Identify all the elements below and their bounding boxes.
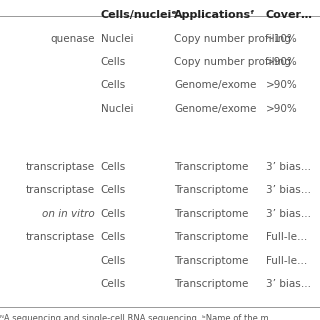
Text: Genome/exome: Genome/exome <box>174 80 257 90</box>
Text: Transcriptome: Transcriptome <box>174 162 249 172</box>
Text: Applicationsᶠ: Applicationsᶠ <box>174 10 256 20</box>
Text: Transcriptome: Transcriptome <box>174 279 249 289</box>
Text: Transcriptome: Transcriptome <box>174 232 249 242</box>
Text: ~10%: ~10% <box>266 34 297 44</box>
Text: Transcriptome: Transcriptome <box>174 185 249 196</box>
Text: Cells: Cells <box>101 232 126 242</box>
Text: >90%: >90% <box>266 80 297 90</box>
Text: >90%: >90% <box>266 104 297 114</box>
Text: transcriptase: transcriptase <box>25 185 94 196</box>
Text: 3’ bias…: 3’ bias… <box>266 279 311 289</box>
Text: Nuclei: Nuclei <box>101 104 133 114</box>
Text: Transcriptome: Transcriptome <box>174 255 249 266</box>
Text: Copy number profiling: Copy number profiling <box>174 57 291 67</box>
Text: Full-le…: Full-le… <box>266 232 307 242</box>
Text: Cells: Cells <box>101 162 126 172</box>
Text: Copy number profiling: Copy number profiling <box>174 34 291 44</box>
Text: Cells: Cells <box>101 185 126 196</box>
Text: transcriptase: transcriptase <box>25 232 94 242</box>
Text: 3’ bias…: 3’ bias… <box>266 209 311 219</box>
Text: Cells: Cells <box>101 57 126 67</box>
Text: Full-le…: Full-le… <box>266 255 307 266</box>
Text: Genome/exome: Genome/exome <box>174 104 257 114</box>
Text: Cover…: Cover… <box>266 10 313 20</box>
Text: Cells: Cells <box>101 80 126 90</box>
Text: ᴺA sequencing and single-cell RNA sequencing. ᵇName of the m…: ᴺA sequencing and single-cell RNA sequen… <box>0 314 277 320</box>
Text: on in vitro: on in vitro <box>42 209 94 219</box>
Text: >90%: >90% <box>266 57 297 67</box>
Text: Nuclei: Nuclei <box>101 34 133 44</box>
Text: Cells: Cells <box>101 209 126 219</box>
Text: transcriptase: transcriptase <box>25 162 94 172</box>
Text: quenase: quenase <box>50 34 94 44</box>
Text: Cells: Cells <box>101 279 126 289</box>
Text: Cells: Cells <box>101 255 126 266</box>
Text: 3’ bias…: 3’ bias… <box>266 185 311 196</box>
Text: 3’ bias…: 3’ bias… <box>266 162 311 172</box>
Text: Cells/nucleiᵉ: Cells/nucleiᵉ <box>101 10 177 20</box>
Text: Transcriptome: Transcriptome <box>174 209 249 219</box>
